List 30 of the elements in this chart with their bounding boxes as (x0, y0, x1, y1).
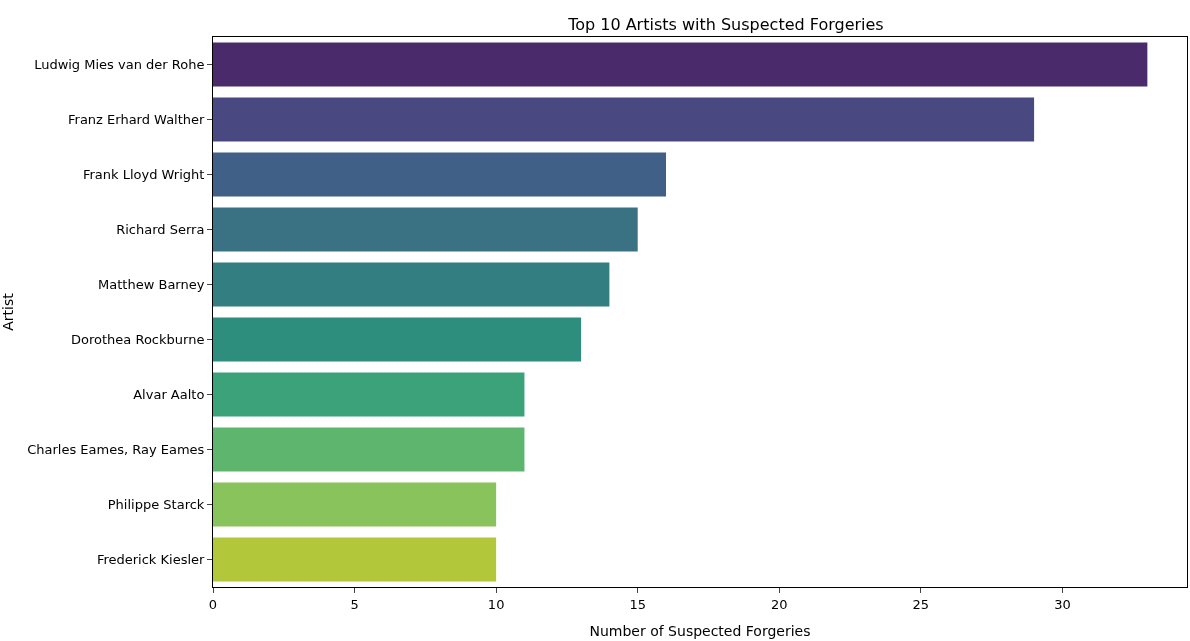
x-tick-label: 0 (208, 596, 218, 612)
x-tick-label: 25 (912, 596, 930, 612)
bar (213, 537, 497, 582)
bar (213, 317, 582, 362)
x-axis-title: Number of Suspected Forgeries (589, 622, 811, 639)
x-tick-label: 10 (487, 596, 505, 612)
y-tick-label: Charles Eames, Ray Eames (27, 442, 205, 458)
y-tick-label: Dorothea Rockburne (71, 332, 205, 348)
y-tick-label: Franz Erhard Walther (68, 112, 206, 128)
bar (213, 482, 497, 527)
chart-title: Top 10 Artists with Suspected Forgeries (567, 15, 884, 35)
y-tick-label: Richard Serra (116, 222, 205, 238)
y-tick-label: Frederick Kiesler (96, 552, 206, 568)
y-tick-label: Philippe Starck (107, 497, 205, 513)
y-tick-label: Alvar Aalto (133, 387, 205, 403)
bar (213, 152, 667, 197)
x-tick-label: 20 (771, 596, 788, 612)
bar (213, 427, 525, 472)
y-tick-label: Ludwig Mies van der Rohe (34, 57, 205, 73)
bar (213, 97, 1035, 142)
x-tick-label: 5 (350, 596, 359, 612)
y-tick-label: Frank Lloyd Wright (82, 167, 205, 183)
y-tick-label: Matthew Barney (98, 277, 205, 293)
bar (213, 42, 1148, 87)
bar (213, 207, 638, 252)
x-tick-label: 30 (1054, 596, 1071, 612)
x-tick-label: 15 (629, 596, 646, 612)
bar (213, 262, 610, 307)
y-axis-title: Artist (0, 292, 16, 331)
bar (213, 372, 525, 417)
